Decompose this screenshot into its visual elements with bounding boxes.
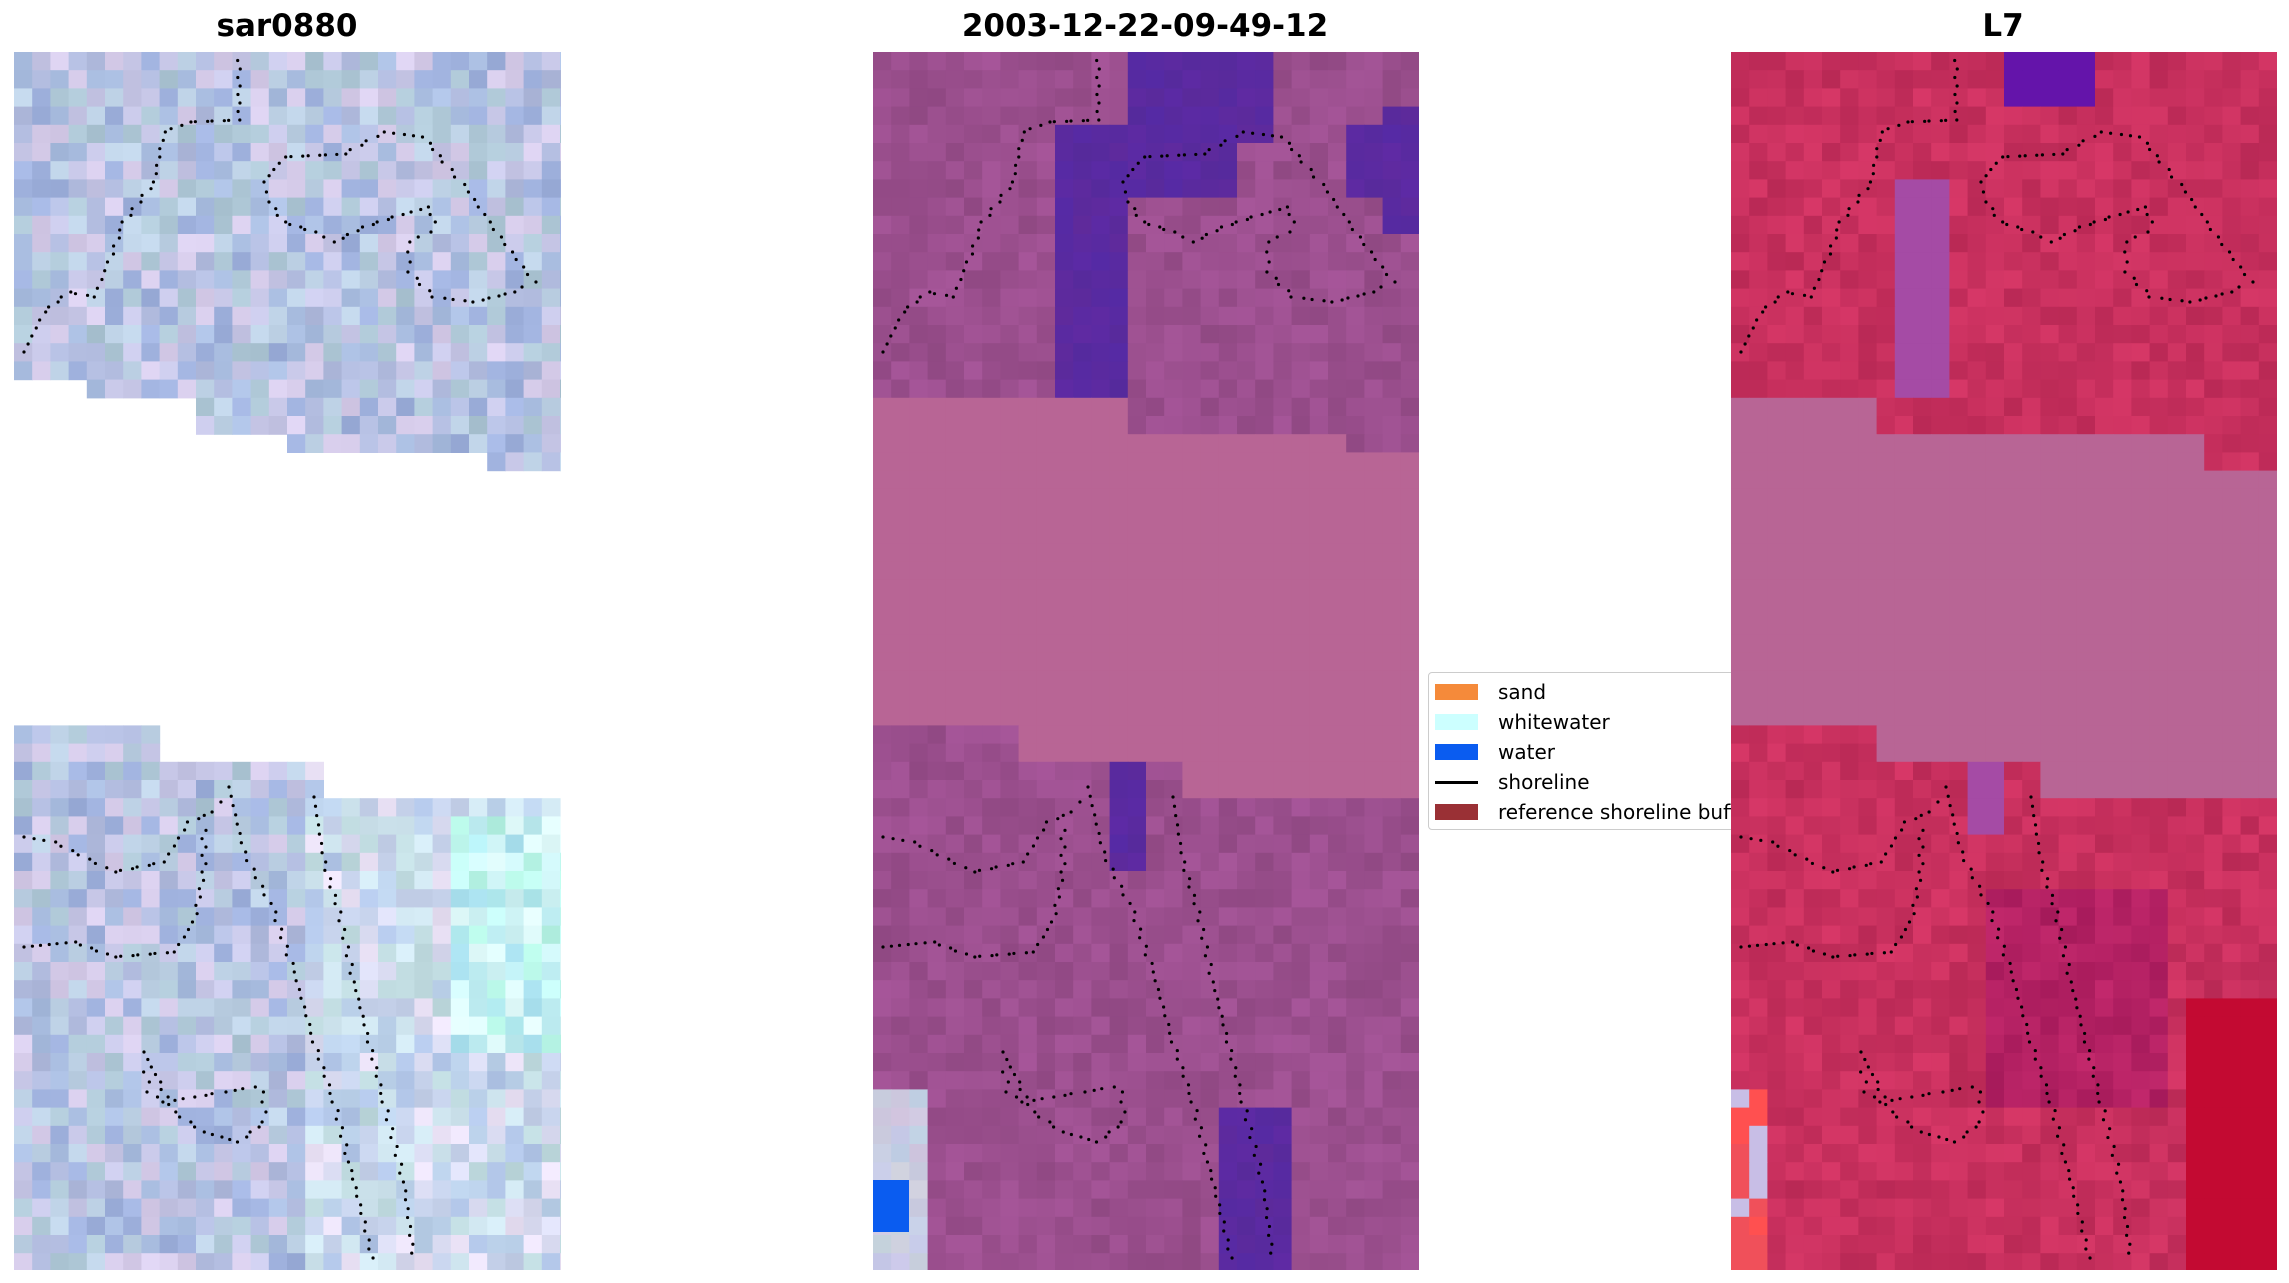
shoreline-dots [22, 828, 208, 959]
legend-label: shoreline [1498, 770, 1590, 794]
legend-item-water: water [1429, 737, 1555, 767]
shoreline-dots [881, 800, 1082, 874]
shoreline-dots [1739, 800, 1940, 874]
shoreline-dots [1739, 828, 1925, 959]
shoreline-dots [22, 800, 223, 874]
shoreline-dots [1171, 795, 1274, 1255]
shoreline-dots [881, 58, 1101, 354]
shoreline-line-swatch [1435, 780, 1478, 784]
shoreline-dots [1001, 1050, 1127, 1144]
shoreline-dots [1944, 785, 2092, 1260]
sand-swatch [1435, 684, 1478, 700]
legend-item-sand: sand [1429, 677, 1546, 707]
shoreline-dots [22, 58, 242, 354]
l7-image [1731, 52, 2277, 1270]
shoreline-dots [881, 828, 1067, 959]
legend-label: water [1498, 740, 1555, 764]
legend-label: reference shoreline buffer [1498, 800, 1758, 824]
sar-image-panel [14, 52, 561, 1270]
shoreline-dots [262, 130, 538, 304]
shoreline-dots [227, 785, 375, 1260]
legend-item-reference-buffer: reference shoreline buffer [1429, 797, 1757, 827]
shoreline-dots [142, 1050, 268, 1144]
classified-image-panel [873, 52, 1419, 1270]
legend-item-whitewater: whitewater [1429, 707, 1610, 737]
reference-buffer-swatch [1435, 804, 1478, 820]
shoreline-dots [1739, 58, 1959, 354]
shoreline-dots [1859, 1050, 1985, 1144]
center-panel-title: 2003-12-22-09-49-12 [961, 8, 1329, 44]
whitewater-swatch [1435, 714, 1478, 730]
legend-label: whitewater [1498, 710, 1610, 734]
water-swatch [1435, 744, 1478, 760]
shoreline-dots [1121, 130, 1397, 304]
sar-image [14, 52, 561, 1270]
shoreline-dots [2029, 795, 2132, 1255]
legend-item-shoreline: shoreline [1429, 767, 1590, 797]
right-panel-title: L7 [1982, 8, 2024, 44]
shoreline-dots [1979, 130, 2255, 304]
legend: sand whitewater water shoreline referenc… [1428, 672, 1773, 830]
water-pixels [873, 1180, 909, 1232]
l7-image-panel [1731, 52, 2277, 1270]
left-panel-title: sar0880 [216, 8, 358, 44]
shoreline-dots [1086, 785, 1234, 1260]
shoreline-dots [312, 795, 415, 1255]
legend-label: sand [1498, 680, 1547, 704]
classified-image [873, 52, 1419, 1270]
